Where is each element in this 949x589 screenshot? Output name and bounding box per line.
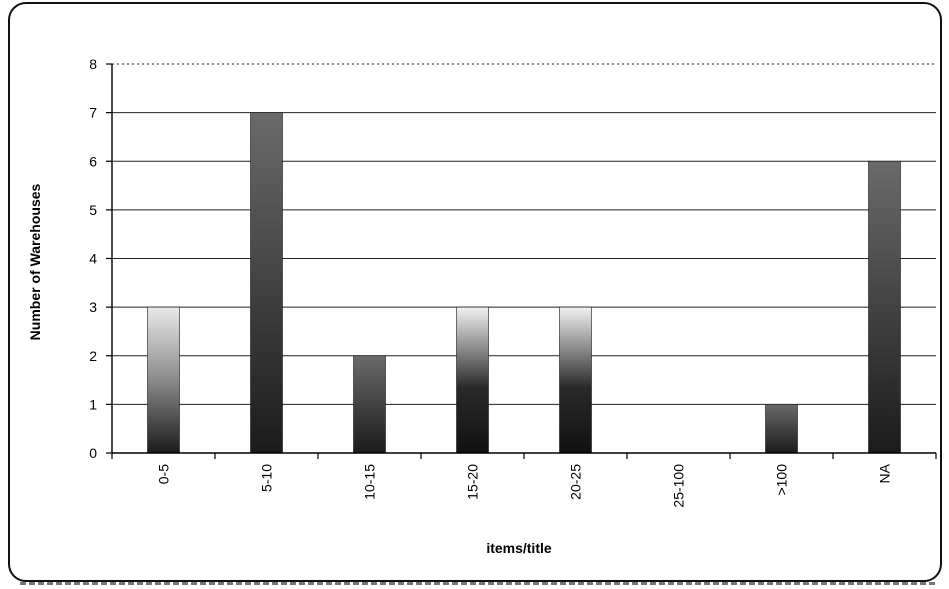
x-tick-label: >100 (774, 464, 790, 496)
x-tick-labels: 0-5 5-10 10-15 15-20 20-25 25-100 >100 NA (156, 463, 893, 507)
chart-frame (8, 2, 942, 582)
y-tick-label: 3 (89, 299, 97, 315)
y-tick-label: 4 (89, 251, 97, 267)
x-tick-label: 20-25 (568, 464, 584, 500)
axes (106, 63, 937, 459)
bar (353, 355, 386, 454)
y-axis-label: Number of Warehouses (27, 183, 43, 340)
bar (456, 306, 489, 454)
y-tick-label: 0 (89, 445, 97, 461)
x-tick-label: 0-5 (156, 464, 172, 484)
x-tick-label: 10-15 (362, 464, 378, 500)
x-tick-label: 25-100 (671, 464, 687, 508)
bar (559, 306, 592, 454)
bar (250, 112, 283, 454)
y-tick-label: 8 (89, 56, 97, 72)
x-axis-label: items/title (486, 540, 552, 556)
y-tick-label: 2 (89, 348, 97, 364)
x-tick-label: NA (877, 463, 893, 483)
gridlines (112, 63, 936, 405)
y-tick-label: 6 (89, 153, 97, 169)
y-tick-label: 1 (89, 396, 97, 412)
bars (147, 112, 901, 454)
y-tick-label: 7 (89, 105, 97, 121)
frame-bottom-border (20, 582, 935, 585)
bar (868, 160, 901, 454)
y-tick-label: 5 (89, 202, 97, 218)
x-tick-label: 15-20 (465, 464, 481, 500)
x-tick-label: 5-10 (259, 464, 275, 492)
bar (147, 306, 180, 454)
y-tick-labels: 0 1 2 3 4 5 6 7 8 (89, 56, 97, 461)
bar (765, 404, 798, 454)
